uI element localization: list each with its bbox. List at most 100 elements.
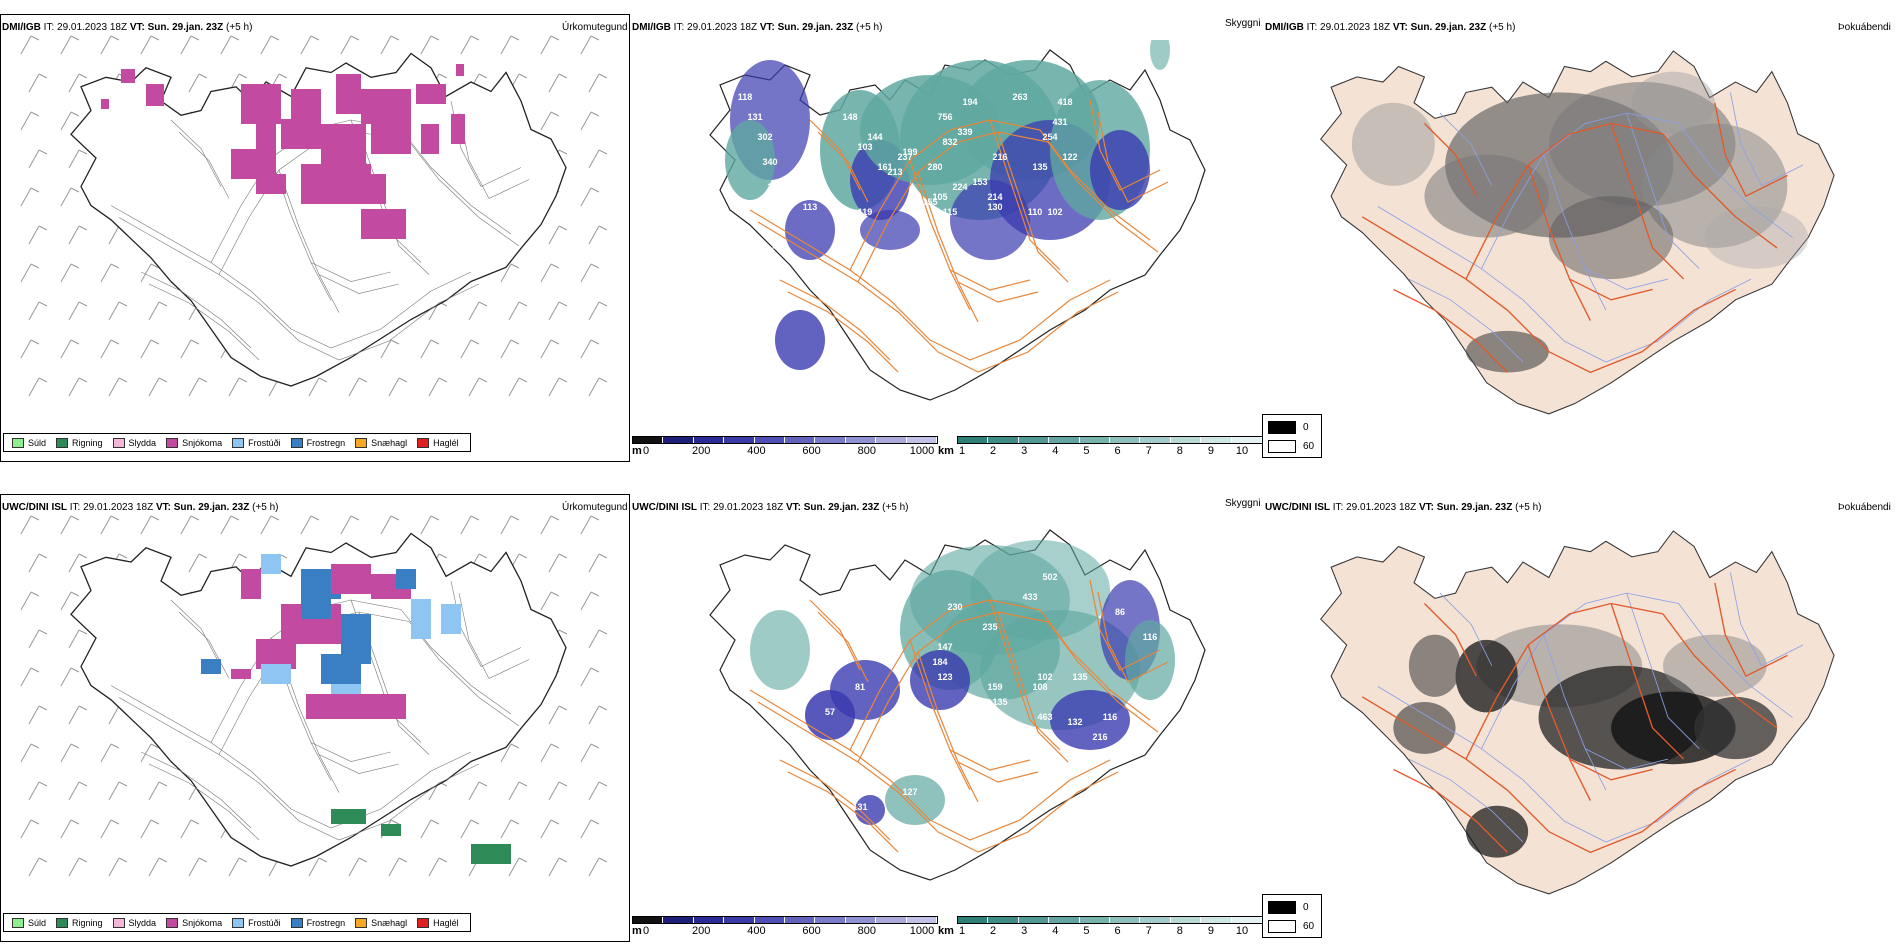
- wind-barb-flag: [390, 819, 400, 825]
- colorbar-step: [785, 917, 816, 923]
- visibility-label: 105: [932, 192, 947, 202]
- wind-barb: [100, 819, 112, 839]
- precip-header-1: DMI/IGB IT: 29.01.2023 18Z VT: Sun. 29.j…: [2, 22, 253, 33]
- wind-barb: [580, 111, 592, 131]
- wind-barb: [580, 35, 592, 55]
- visibility-label: 123: [937, 672, 952, 682]
- road-line: [809, 119, 861, 191]
- visibility-area: [805, 690, 855, 740]
- precip-area: [256, 174, 286, 194]
- visibility-label: 230: [947, 602, 962, 612]
- visibility-label: 340: [762, 157, 777, 167]
- colorbar-step: [785, 437, 816, 443]
- visibility-label: 431: [1052, 117, 1067, 127]
- wind-barb: [68, 781, 80, 801]
- wind-barb: [308, 377, 320, 397]
- wind-barb: [548, 553, 560, 573]
- fog-area: [1424, 154, 1549, 238]
- road-line: [1089, 99, 1161, 191]
- wind-barb: [580, 667, 592, 687]
- road-line: [148, 283, 260, 361]
- precip-area: [346, 174, 386, 204]
- visibility-label: 135: [1032, 162, 1047, 172]
- river-line: [1408, 278, 1524, 363]
- legend-item: Snjókoma: [166, 437, 222, 448]
- wind-barb: [108, 705, 120, 725]
- wind-barb-flag: [390, 35, 400, 41]
- colorbar-tick: 400: [747, 925, 766, 937]
- road-line: [1039, 609, 1151, 721]
- wind-barb-flag: [38, 377, 48, 383]
- wind-barb: [68, 377, 80, 397]
- colorbar-tick: 4: [1052, 445, 1059, 457]
- wind-barb: [60, 667, 72, 687]
- wind-barb-flag: [190, 515, 200, 521]
- wind-barb-flag: [78, 553, 88, 559]
- colorbar-m-1: [632, 436, 938, 444]
- wind-barb: [60, 515, 72, 535]
- wind-barb-flag: [30, 187, 40, 193]
- wind-barb: [500, 819, 512, 839]
- colorbar-step: [1049, 437, 1080, 443]
- colorbar-step: [1140, 917, 1171, 923]
- precip-area: [331, 809, 366, 824]
- wind-barb-flag: [110, 35, 120, 41]
- visibility-label: 147: [937, 642, 952, 652]
- colorbar-step: [754, 437, 786, 443]
- wind-barb-flag: [78, 149, 88, 155]
- precip-area: [456, 64, 464, 76]
- wind-barb: [60, 111, 72, 131]
- wind-barb: [588, 73, 600, 93]
- wind-barb-flag: [198, 553, 208, 559]
- legend-item: Frostúði: [232, 437, 281, 448]
- wind-barb: [68, 629, 80, 649]
- wind-barb-flag: [518, 781, 528, 787]
- river-line: [1584, 268, 1669, 290]
- wind-barb-flag: [230, 515, 240, 521]
- road-line: [1465, 122, 1664, 280]
- wind-barb: [500, 35, 512, 55]
- visibility-area: [910, 650, 970, 710]
- visibility-area: [1125, 620, 1175, 700]
- road-line: [290, 271, 472, 349]
- wind-barb-flag: [158, 301, 168, 307]
- legend-swatch: [290, 437, 303, 448]
- precip-area: [146, 84, 164, 106]
- wind-barb-flag: [70, 263, 80, 269]
- wind-barb: [420, 515, 432, 535]
- colorbar-step: [1110, 917, 1141, 923]
- wind-barb: [508, 781, 520, 801]
- wind-barb: [60, 35, 72, 55]
- vis-title-1: Skyggni: [1225, 18, 1261, 29]
- precip-area: [411, 599, 431, 639]
- colorbar-tick: 2: [990, 925, 997, 937]
- road-line: [1047, 621, 1159, 733]
- wind-barb-flag: [590, 263, 600, 269]
- road-line: [1610, 603, 1685, 760]
- visibility-label: 116: [1103, 712, 1118, 722]
- wind-barb-flag: [70, 743, 80, 749]
- wind-barb-flag: [70, 35, 80, 41]
- wind-barb: [28, 301, 40, 321]
- fog-scale-black-1: [1268, 421, 1296, 434]
- road-line: [178, 131, 230, 199]
- legend-label: Rigning: [72, 917, 103, 928]
- wind-barb-flag: [78, 301, 88, 307]
- fog-area: [1704, 206, 1809, 269]
- wind-barb-flag: [190, 819, 200, 825]
- legend-swatch: [12, 917, 24, 928]
- fog-map-2: [1320, 530, 1835, 895]
- legend-swatch: [355, 917, 368, 928]
- legend-swatch: [355, 437, 368, 448]
- visibility-label: 161: [877, 162, 892, 172]
- visibility-area: [785, 200, 835, 260]
- precip-area: [261, 554, 281, 574]
- precip-area: [421, 124, 439, 154]
- wind-barb: [380, 339, 392, 359]
- legend-item: Snæhagl: [355, 437, 407, 448]
- visibility-label: 213: [887, 167, 902, 177]
- visibility-label: 144: [867, 132, 882, 142]
- visibility-label: 155: [922, 197, 937, 207]
- colorbar-tick: 7: [1145, 925, 1152, 937]
- precip-area: [471, 844, 511, 864]
